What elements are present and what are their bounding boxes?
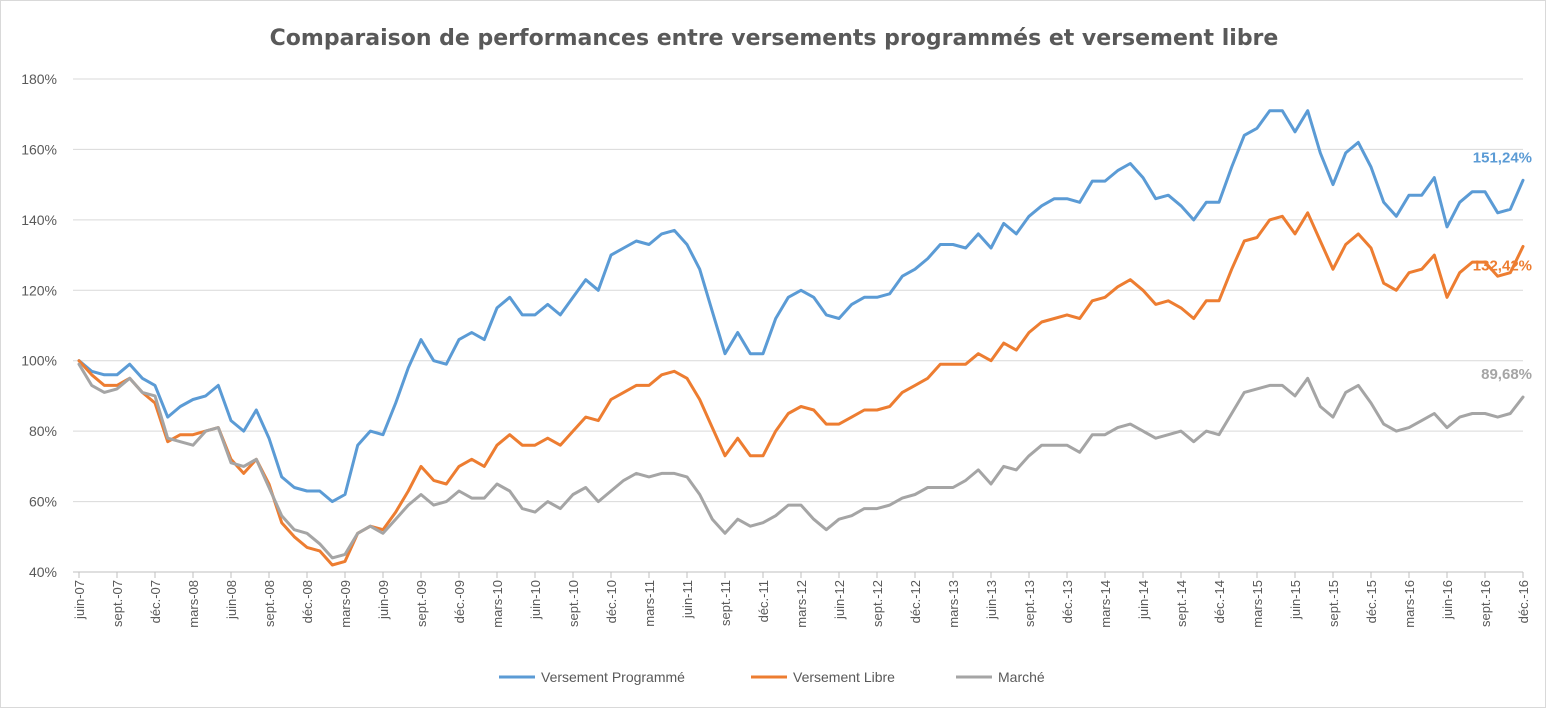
y-tick-label: 140% (21, 212, 57, 228)
x-tick-label: déc.-10 (604, 580, 619, 623)
y-axis: 40% 60% 80% 100% 120% 140% 160% 180% (21, 71, 57, 580)
y-tick-label: 120% (21, 282, 57, 298)
x-axis: juin-07 sept.-07 déc.-07 mars-08 juin-08 sept… (72, 571, 1531, 628)
x-tick-label: déc.-09 (452, 580, 467, 623)
legend: Versement Programmé Versement Libre Marché (499, 669, 1045, 685)
x-tick-label: déc.-08 (300, 580, 315, 623)
end-value-label: 151,24% (1473, 149, 1532, 166)
legend-label: Versement Libre (793, 669, 895, 685)
x-tick-label: déc.-07 (148, 580, 163, 623)
y-tick-label: 160% (21, 141, 57, 157)
x-tick-label: déc.-11 (756, 580, 771, 622)
x-tick-label: sept.-16 (1478, 580, 1493, 627)
x-tick-label: sept.-13 (1022, 580, 1037, 627)
x-tick-label: déc.-16 (1516, 580, 1531, 623)
x-tick-label: juin-16 (1440, 580, 1455, 620)
x-tick-label: juin-09 (376, 580, 391, 620)
x-tick-label: mars-11 (642, 580, 657, 627)
end-labels: 151,24% 132,42% 89,68% (1473, 149, 1532, 383)
x-tick-label: juin-14 (1136, 580, 1151, 620)
x-tick-label: mars-10 (490, 580, 505, 628)
legend-label: Versement Programmé (541, 669, 685, 685)
x-tick-label: juin-07 (72, 580, 87, 620)
series-line-2 (77, 211, 1525, 567)
x-tick-label: mars-12 (794, 580, 809, 628)
y-tick-label: 100% (21, 353, 57, 369)
x-tick-label: juin-08 (224, 580, 239, 620)
x-tick-label: sept.-09 (414, 580, 429, 627)
x-tick-label: mars-09 (338, 580, 353, 628)
x-tick-label: sept.-07 (110, 580, 125, 627)
series-line-1 (77, 109, 1525, 504)
y-tick-label: 40% (29, 564, 57, 580)
y-tick-label: 180% (21, 71, 57, 87)
x-tick-label: mars-15 (1250, 580, 1265, 628)
x-tick-label: déc.-13 (1060, 580, 1075, 623)
x-tick-label: sept.-08 (262, 580, 277, 627)
x-tick-label: sept.-11 (718, 580, 733, 626)
x-tick-label: juin-13 (984, 580, 999, 620)
series-line-3 (77, 362, 1525, 560)
end-value-label: 89,68% (1481, 366, 1532, 383)
gridlines (73, 78, 1523, 573)
series-lines (77, 109, 1525, 567)
x-tick-label: déc.-15 (1364, 580, 1379, 623)
legend-label: Marché (998, 669, 1045, 685)
x-tick-label: déc.-14 (1212, 580, 1227, 623)
y-tick-label: 60% (29, 494, 57, 510)
chart-title: Comparaison de performances entre versem… (270, 26, 1279, 51)
x-tick-label: déc.-12 (908, 580, 923, 623)
x-tick-label: juin-15 (1288, 580, 1303, 620)
x-tick-label: mars-14 (1098, 580, 1113, 628)
x-tick-label: juin-10 (528, 580, 543, 620)
x-tick-label: sept.-15 (1326, 580, 1341, 627)
x-tick-label: mars-13 (946, 580, 961, 628)
x-tick-label: sept.-10 (566, 580, 581, 627)
y-tick-label: 80% (29, 423, 57, 439)
x-tick-label: mars-16 (1402, 580, 1417, 628)
end-value-label: 132,42% (1473, 258, 1532, 275)
x-tick-label: mars-08 (186, 580, 201, 628)
x-tick-label: sept.-14 (1174, 580, 1189, 627)
x-tick-label: juin-12 (832, 580, 847, 620)
x-tick-label: juin-11 (680, 580, 695, 619)
x-tick-label: sept.-12 (870, 580, 885, 627)
